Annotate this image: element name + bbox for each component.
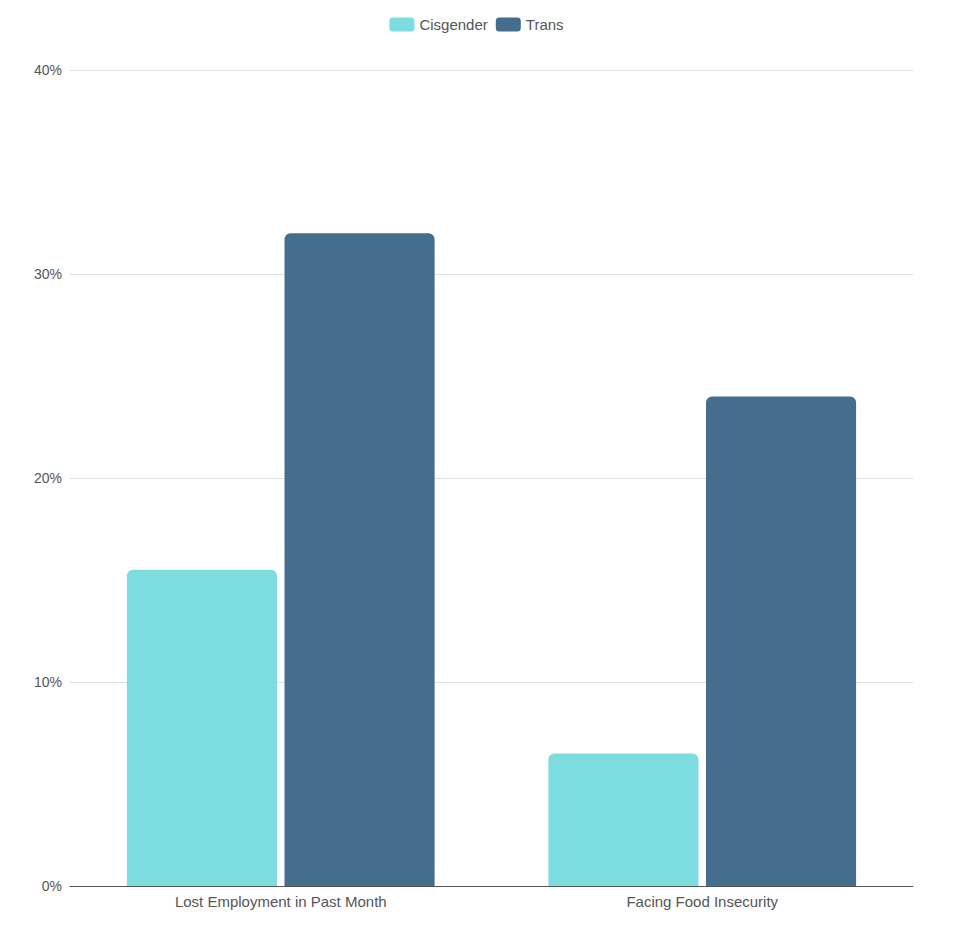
svg-text:20%: 20% [34,470,62,486]
svg-text:Lost Employment in Past Month: Lost Employment in Past Month [175,893,387,910]
svg-text:0%: 0% [42,878,62,894]
svg-text:Cisgender: Cisgender [419,16,487,33]
svg-text:40%: 40% [34,62,62,78]
svg-text:Trans: Trans [526,16,564,33]
svg-text:10%: 10% [34,674,62,690]
svg-text:Facing Food Insecurity: Facing Food Insecurity [626,893,778,910]
svg-text:30%: 30% [34,266,62,282]
